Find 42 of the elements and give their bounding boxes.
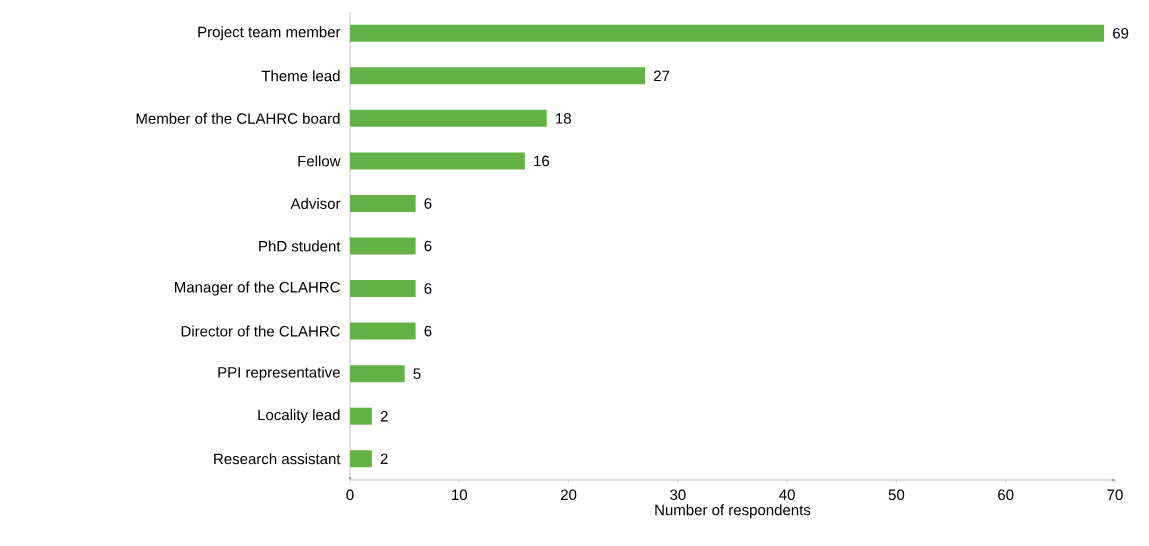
y-tick-label: Fellow [298, 155, 341, 167]
bar [350, 407, 372, 425]
y-tick-label: Locality lead [258, 409, 340, 424]
bar [350, 322, 416, 340]
y-tick-label: PPI representative [218, 366, 340, 381]
x-tick-label: 30 [670, 489, 686, 501]
bar [350, 450, 372, 468]
x-tick-label: 0 [346, 489, 354, 501]
x-tick-label: 40 [779, 489, 795, 501]
data-label: 6 [424, 325, 432, 337]
y-tick-label: Member of the CLAHRC board [136, 112, 340, 124]
y-tick-label: PhD student [259, 240, 341, 252]
x-axis-title: Number of respondents [655, 504, 811, 519]
bar [350, 109, 547, 127]
data-label: 69 [1113, 27, 1129, 39]
data-label: 5 [413, 368, 421, 379]
data-label: 6 [424, 240, 432, 252]
bar [350, 194, 416, 212]
x-tick-label: 10 [452, 489, 468, 501]
bar [350, 237, 416, 255]
x-tick-label: 50 [888, 489, 905, 501]
data-label: 27 [654, 70, 670, 82]
x-tick-label: 20 [560, 489, 577, 501]
data-label: 6 [424, 283, 432, 294]
y-tick-label: Research assistant [214, 453, 341, 465]
bar [350, 280, 416, 298]
data-label: 2 [380, 453, 388, 464]
y-tick-label: Manager of the CLAHRC [175, 281, 340, 296]
x-tick-label: 60 [998, 489, 1014, 501]
y-tick-label: Theme lead [261, 70, 340, 82]
bar [350, 365, 405, 383]
y-tick-label: Project team member [198, 26, 341, 41]
data-label: 16 [534, 155, 550, 167]
data-label: 2 [380, 410, 388, 422]
y-tick-label: Director of the CLAHRC [181, 325, 340, 337]
data-label: 6 [424, 198, 432, 209]
data-label: 18 [556, 113, 571, 124]
x-tick-label: 70 [1107, 489, 1123, 501]
bar [350, 24, 1105, 42]
bar [350, 152, 525, 170]
y-tick-label: Advisor [290, 197, 341, 209]
bar [350, 67, 646, 85]
